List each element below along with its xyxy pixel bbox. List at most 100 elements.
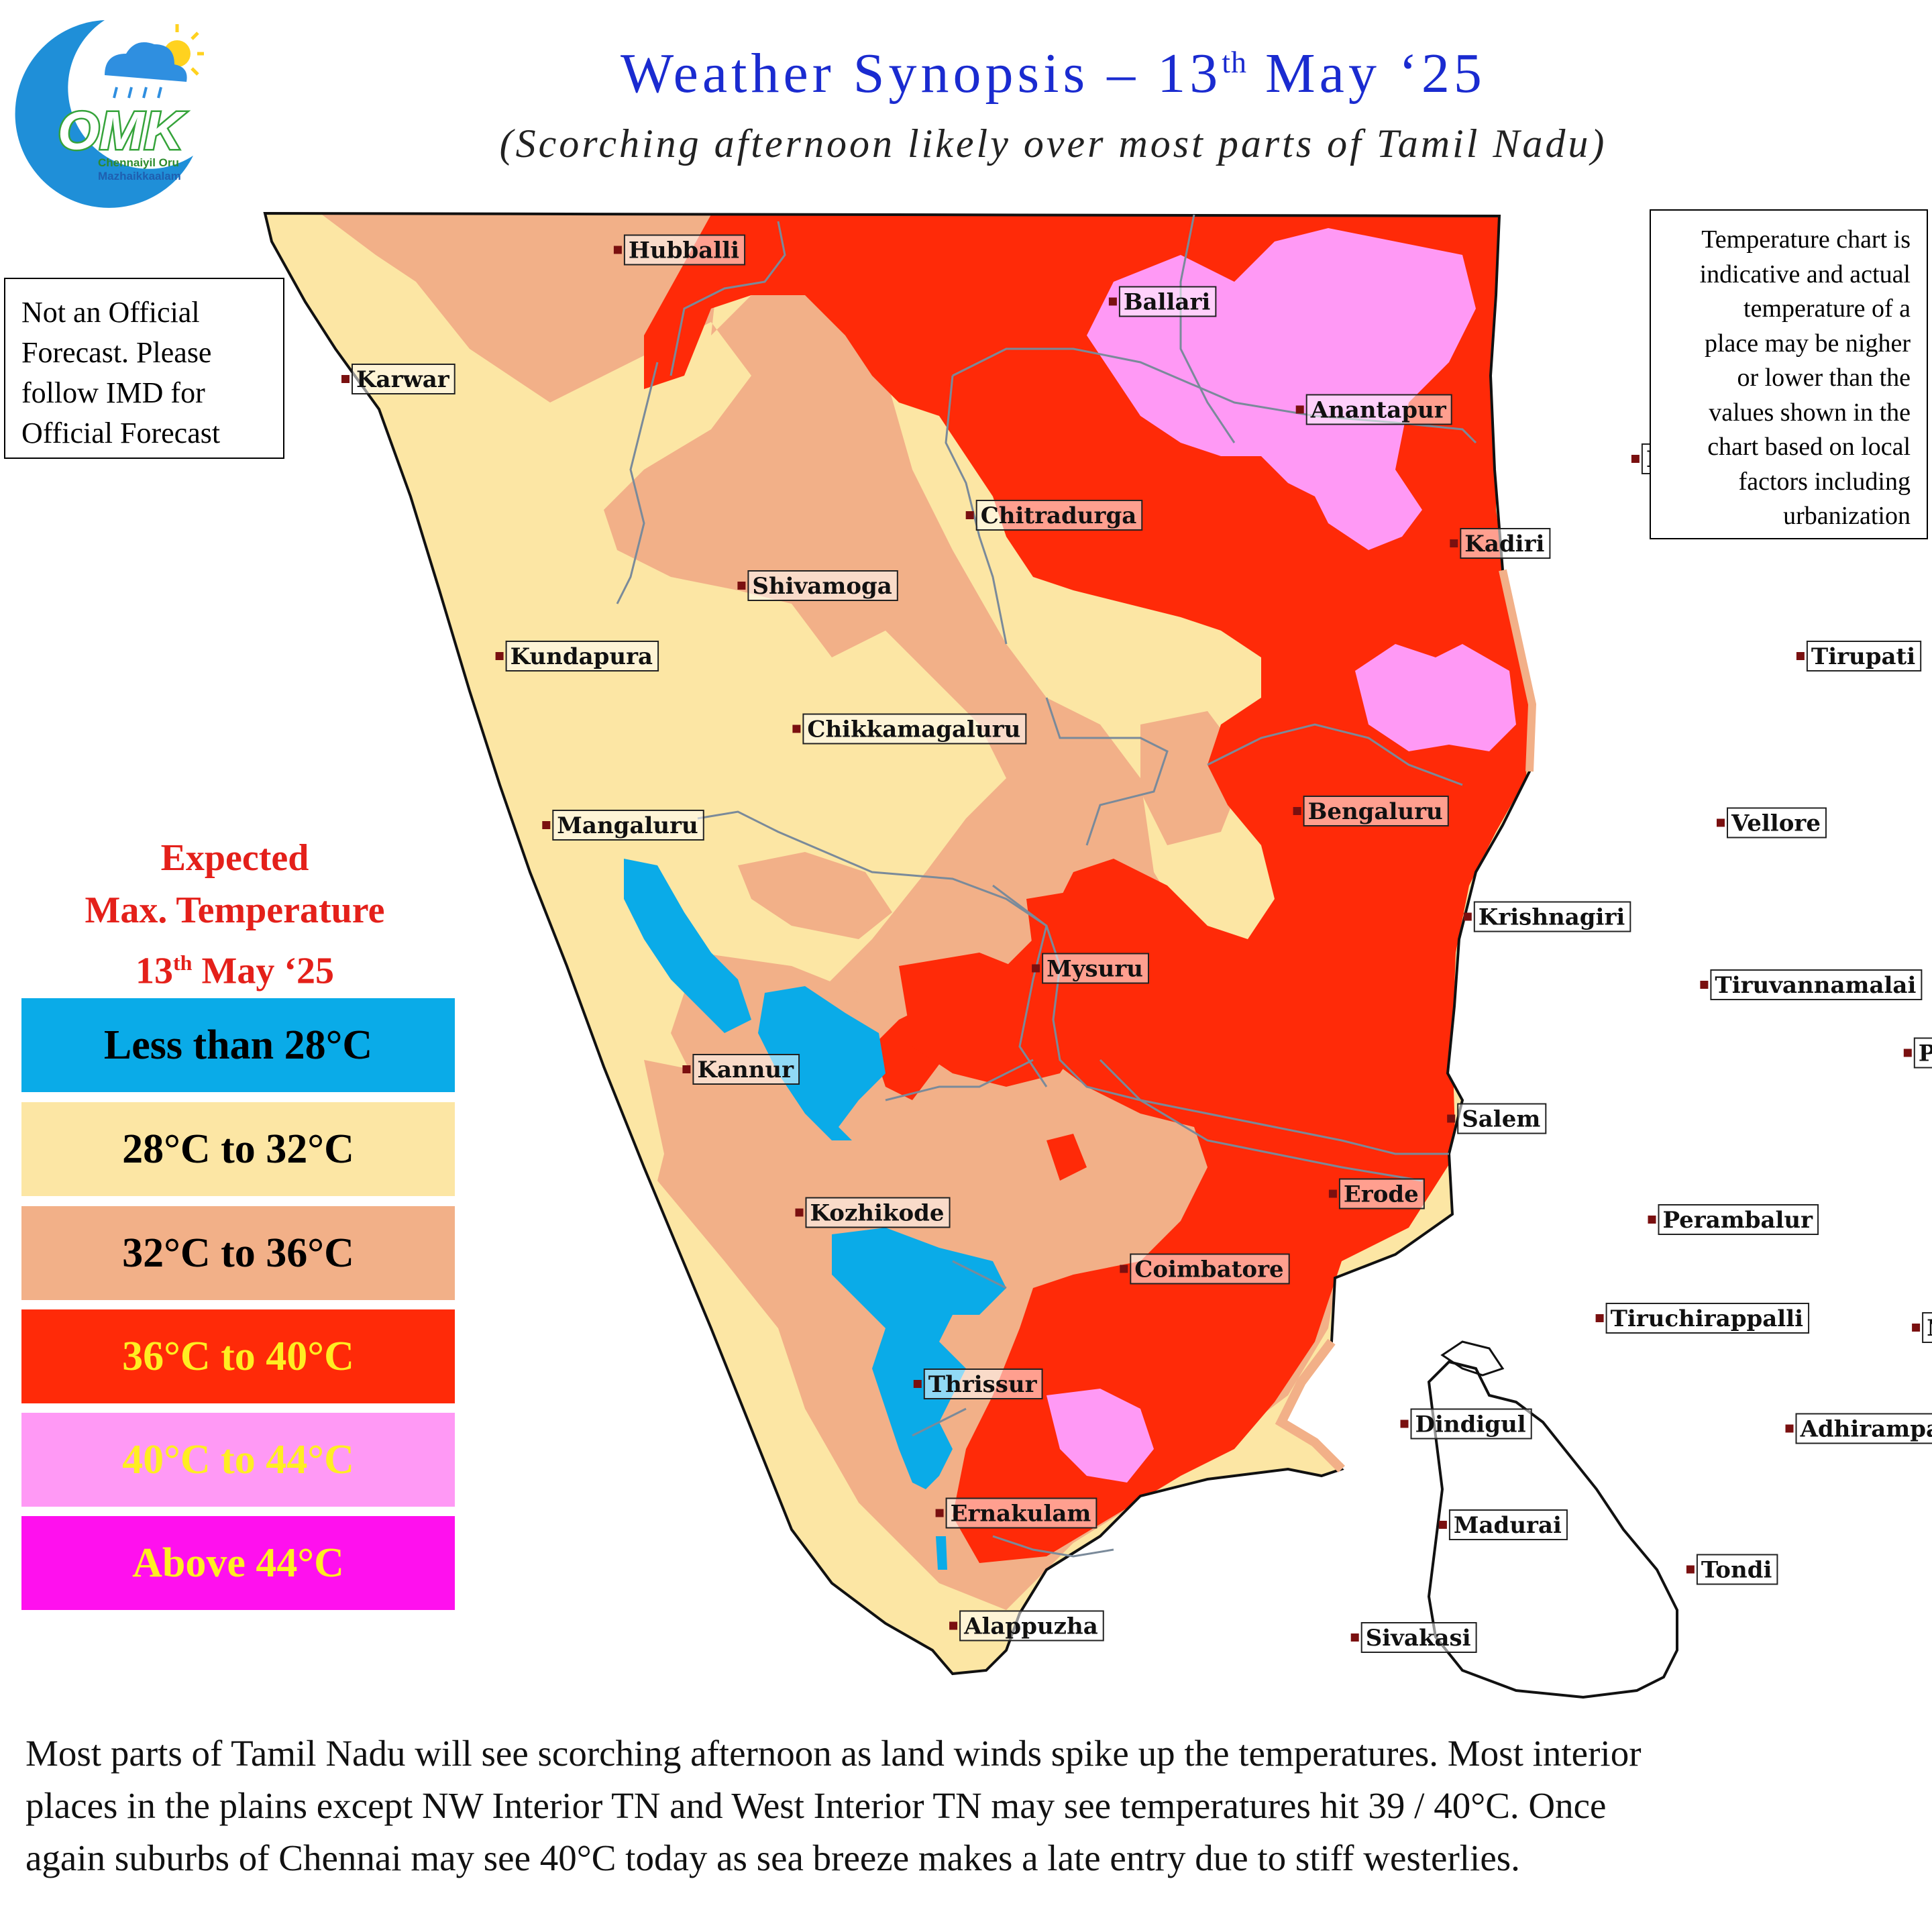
city-marker xyxy=(1463,912,1472,921)
city-marker xyxy=(1700,981,1709,989)
city-chikkamagaluru: Chikkamagaluru xyxy=(792,713,1027,745)
city-label: Tiruchirappalli xyxy=(1611,1305,1804,1332)
legend-item-above-44: Above 44°C xyxy=(21,1516,455,1610)
city-mysuru: Mysuru xyxy=(1032,953,1149,984)
city-marker xyxy=(1108,297,1117,306)
city-label: Nagappattinam xyxy=(1927,1315,1932,1342)
synopsis-text: Most parts of Tamil Nadu will see scorch… xyxy=(25,1733,1642,1878)
city-marker xyxy=(1350,1633,1359,1642)
city-marker xyxy=(341,375,350,383)
city-tiruchirappalli: Tiruchirappalli xyxy=(1595,1303,1810,1334)
city-label: Chitradurga xyxy=(981,502,1137,529)
city-nagappattinam: Nagappattinam xyxy=(1912,1312,1932,1343)
city-marker xyxy=(935,1509,944,1517)
city-marker xyxy=(613,246,622,254)
city-label: Anantapur xyxy=(1310,397,1447,424)
city-marker xyxy=(965,511,974,519)
city-tondi: Tondi xyxy=(1686,1554,1778,1585)
city-mangaluru: Mangaluru xyxy=(542,810,704,841)
temperature-map: HubballiBallariOngoleKarwarAnantapurKada… xyxy=(264,212,1932,1699)
legend-item-28-32: 28°C to 32°C xyxy=(21,1102,455,1196)
city-thrissur: Thrissur xyxy=(913,1368,1043,1399)
city-marker xyxy=(792,724,801,733)
city-adhirampattinam: Adhirampattinam xyxy=(1785,1413,1932,1444)
legend-item-36-40: 36°C to 40°C xyxy=(21,1309,455,1403)
city-ernakulam: Ernakulam xyxy=(935,1497,1097,1529)
city-pondicherry: Pondicherry xyxy=(1903,1037,1932,1069)
city-label: Kannur xyxy=(697,1057,794,1083)
city-marker xyxy=(1295,405,1304,414)
city-label: Pondicherry xyxy=(1919,1040,1932,1067)
city-alappuzha: Alappuzha xyxy=(949,1610,1104,1642)
city-label: Mangaluru xyxy=(557,812,698,839)
city-label: Dindigul xyxy=(1415,1411,1526,1438)
city-kannur: Kannur xyxy=(682,1054,800,1085)
city-label: Coimbatore xyxy=(1134,1256,1283,1283)
city-marker xyxy=(1912,1324,1921,1332)
svg-text:Mazhaikkaalam: Mazhaikkaalam xyxy=(98,170,181,182)
city-label: Perambalur xyxy=(1663,1207,1814,1234)
city-label: Salem xyxy=(1462,1106,1540,1133)
city-label: Shivamoga xyxy=(752,573,892,600)
city-vellore: Vellore xyxy=(1717,807,1827,839)
omk-logo: OMK Chennaiyil Oru Mazhaikkaalam xyxy=(15,20,204,208)
city-ballari: Ballari xyxy=(1108,286,1217,317)
city-marker xyxy=(1328,1189,1337,1198)
city-coimbatore: Coimbatore xyxy=(1120,1253,1290,1285)
city-label: Sivakasi xyxy=(1366,1625,1471,1652)
city-label: Thrissur xyxy=(928,1371,1038,1398)
city-label: Erode xyxy=(1344,1181,1419,1208)
city-marker xyxy=(495,652,504,660)
city-marker xyxy=(1032,964,1040,973)
legend-title: Expected Max. Temperature 13th May ‘25 xyxy=(85,837,385,992)
city-label: Bengaluru xyxy=(1308,798,1443,825)
city-marker xyxy=(1686,1565,1695,1574)
city-hubballi: Hubballi xyxy=(613,234,746,266)
legend-item-below-28: Less than 28°C xyxy=(21,998,455,1092)
city-marker xyxy=(1717,818,1725,827)
city-karwar: Karwar xyxy=(341,364,455,394)
city-marker xyxy=(1648,1216,1656,1224)
legend-item-32-36: 32°C to 36°C xyxy=(21,1206,455,1300)
city-marker xyxy=(1120,1265,1128,1273)
city-marker xyxy=(1595,1314,1604,1322)
city-marker xyxy=(737,582,746,590)
city-label: Alappuzha xyxy=(963,1613,1098,1640)
disclaimer-right: Temperature chart is indicative and actu… xyxy=(1650,209,1928,539)
city-label: Tirupati xyxy=(1811,643,1915,670)
city-marker xyxy=(1796,652,1805,660)
city-marker xyxy=(1400,1419,1409,1428)
legend-item-40-44: 40°C to 44°C xyxy=(21,1413,455,1507)
city-label: Madurai xyxy=(1454,1512,1562,1539)
logo-text: OMK xyxy=(58,101,186,160)
city-label: Kundapura xyxy=(511,643,653,670)
city-label: Vellore xyxy=(1731,810,1821,837)
city-label: Tondi xyxy=(1701,1557,1772,1584)
city-marker xyxy=(1903,1049,1912,1057)
svg-text:Chennaiyil Oru: Chennaiyil Oru xyxy=(98,156,179,169)
city-marker xyxy=(1447,1114,1456,1123)
city-tirupati: Tirupati xyxy=(1796,641,1922,672)
city-label: Krishnagiri xyxy=(1479,904,1625,931)
city-marker xyxy=(682,1065,691,1073)
city-erode: Erode xyxy=(1328,1178,1425,1210)
city-salem: Salem xyxy=(1447,1103,1547,1134)
city-tiruvannamalai: Tiruvannamalai xyxy=(1700,969,1923,1000)
city-marker xyxy=(542,821,551,829)
city-label: Kadiri xyxy=(1464,531,1544,557)
city-marker xyxy=(795,1208,804,1217)
city-marker xyxy=(913,1380,922,1388)
city-label: Adhirampattinam xyxy=(1800,1416,1932,1443)
city-label: Tiruvannamalai xyxy=(1715,972,1916,999)
city-chitradurga: Chitradurga xyxy=(965,500,1143,531)
city-label: Ballari xyxy=(1124,289,1211,316)
city-marker xyxy=(1293,807,1301,815)
city-dindigul: Dindigul xyxy=(1400,1408,1532,1440)
city-label: Kozhikode xyxy=(810,1200,945,1227)
page-subtitle: (Scorching afternoon likely over most pa… xyxy=(499,121,1607,166)
city-marker xyxy=(1438,1521,1447,1529)
city-kozhikode: Kozhikode xyxy=(795,1197,951,1228)
city-kundapura: Kundapura xyxy=(495,641,659,672)
city-kadiri: Kadiri xyxy=(1450,528,1551,559)
city-marker xyxy=(1785,1424,1794,1433)
